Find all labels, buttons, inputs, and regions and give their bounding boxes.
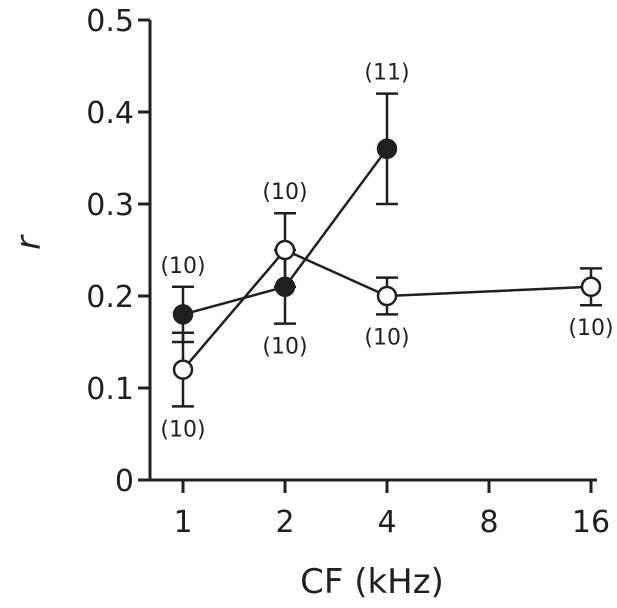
sample-size-label: (10) (568, 316, 613, 341)
labels-layer: (10) (10) (11) (10) (10) (10) (10) (160, 61, 613, 443)
y-tick-label: 0.4 (86, 96, 134, 131)
sample-size-label: (10) (160, 417, 205, 442)
y-tick-label: 0.1 (86, 372, 134, 407)
data-point (376, 285, 398, 307)
series-line (182, 248, 592, 371)
y-tick-label: 0.5 (86, 4, 134, 39)
x-axis-label: CF (kHz) (300, 562, 444, 602)
data-point (580, 276, 602, 298)
x-tick-label: 4 (377, 505, 396, 540)
data-point (376, 138, 398, 160)
x-tick-label: 1 (173, 505, 192, 540)
data-point (172, 359, 194, 380)
sample-size-label: (10) (262, 180, 307, 205)
x-tick-label: 2 (275, 505, 294, 540)
x-tick-label: 16 (572, 505, 610, 540)
sample-size-label: (10) (160, 254, 205, 279)
axes: 0 0.1 0.2 0.3 0.4 0.5 1 2 4 8 16 (86, 4, 610, 540)
y-axis-label: r (9, 234, 49, 250)
y-tick-label: 0.2 (86, 280, 134, 315)
y-tick-label: 0 (115, 464, 134, 499)
data-point (274, 239, 296, 261)
sample-size-label: (10) (262, 335, 307, 360)
series-2 (172, 211, 602, 408)
data-point (172, 304, 194, 325)
y-tick-label: 0.3 (86, 188, 134, 223)
sample-size-label: (11) (364, 61, 409, 86)
x-tick-label: 8 (479, 505, 498, 540)
series-layer (172, 92, 602, 408)
sample-size-label: (10) (364, 325, 409, 350)
